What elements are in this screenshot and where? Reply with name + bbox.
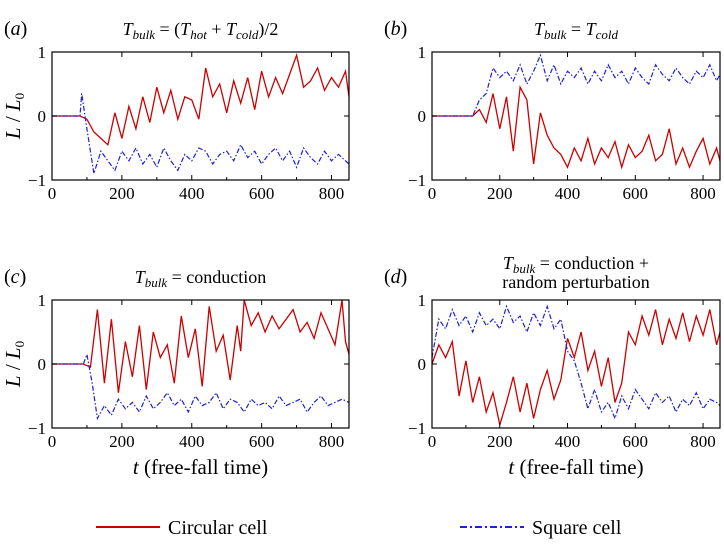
y-tick-label: 1 bbox=[418, 43, 427, 62]
y-tick-label: 0 bbox=[38, 107, 47, 126]
x-axis-label: t (free-fall time) bbox=[508, 455, 643, 479]
panel-title: Tbulk = conduction bbox=[135, 267, 267, 290]
x-tick-label: 600 bbox=[623, 432, 649, 451]
series-circular-line bbox=[52, 300, 349, 393]
x-tick-label: 400 bbox=[555, 184, 581, 203]
x-tick-label: 600 bbox=[623, 184, 649, 203]
x-tick-label: 0 bbox=[48, 432, 57, 451]
panel-d: 0 200 400 600 800−101(d)Tbulk = conduction +… bbox=[384, 253, 721, 479]
x-tick-label: 400 bbox=[555, 432, 581, 451]
y-tick-label: 0 bbox=[38, 355, 47, 374]
x-tick-label: 200 bbox=[109, 184, 135, 203]
x-tick-label: 200 bbox=[487, 432, 513, 451]
x-tick-label: 600 bbox=[249, 184, 275, 203]
panel-b: 0 200 400 600 800−101(b) Tbulk = Tcold bbox=[384, 18, 721, 203]
x-tick-label: 0 bbox=[48, 184, 57, 203]
y-tick-label: 1 bbox=[38, 43, 47, 62]
y-tick-label: −1 bbox=[408, 171, 426, 190]
x-tick-label: 200 bbox=[109, 432, 135, 451]
x-tick-label: 0 bbox=[428, 432, 437, 451]
y-tick-label: 1 bbox=[38, 291, 47, 310]
series-circular-line bbox=[432, 309, 720, 425]
series-square-line bbox=[432, 53, 720, 117]
x-tick-label: 800 bbox=[319, 432, 345, 451]
x-tick-label: 800 bbox=[690, 184, 716, 203]
panel-label: (a) bbox=[4, 18, 27, 40]
panel-title: Tbulk = (Thot + Tcold)/2 bbox=[123, 19, 279, 42]
panel-label: (c) bbox=[4, 266, 26, 288]
x-tick-label: 400 bbox=[179, 184, 205, 203]
panel-a: 0 200 400 600 800−101(a) Tbulk = (Thot + Tcol… bbox=[1, 18, 350, 203]
plot-frame bbox=[431, 299, 721, 429]
x-tick-label: 800 bbox=[319, 184, 345, 203]
series-circular-line bbox=[432, 85, 720, 170]
panel-label: (b) bbox=[384, 18, 407, 40]
x-tick-label: 600 bbox=[249, 432, 275, 451]
legend-square-label: Square cell bbox=[532, 517, 622, 539]
legend: Circular cell Square cell bbox=[96, 517, 622, 539]
panel-title: Tbulk = Tcold bbox=[534, 19, 618, 42]
series-square-line bbox=[432, 304, 720, 421]
y-tick-label: 1 bbox=[418, 291, 427, 310]
y-tick-label: −1 bbox=[28, 419, 46, 438]
legend-circular-label: Circular cell bbox=[168, 517, 268, 539]
y-tick-label: −1 bbox=[408, 419, 426, 438]
panel-title: Tbulk = conduction + bbox=[503, 253, 649, 276]
series-circular-line bbox=[52, 52, 349, 147]
x-tick-label: 0 bbox=[428, 184, 437, 203]
y-axis-label: L / L0 bbox=[1, 93, 27, 140]
panel-c: 0 200 400 600 800−101(c) Tbulk = conductionL … bbox=[1, 266, 350, 479]
y-tick-label: 0 bbox=[418, 107, 427, 126]
y-axis-label: L / L0 bbox=[1, 341, 27, 388]
series-square-line bbox=[52, 352, 349, 421]
panel-title-line2: random perturbation bbox=[502, 272, 649, 292]
plot-frame bbox=[51, 51, 350, 181]
y-tick-label: 0 bbox=[418, 355, 427, 374]
panel-label: (d) bbox=[384, 266, 407, 288]
x-tick-label: 800 bbox=[690, 432, 716, 451]
series-square-line bbox=[52, 93, 349, 174]
x-tick-label: 400 bbox=[179, 432, 205, 451]
x-axis-label: t (free-fall time) bbox=[133, 455, 268, 479]
y-tick-label: −1 bbox=[28, 171, 46, 190]
x-tick-label: 200 bbox=[487, 184, 513, 203]
